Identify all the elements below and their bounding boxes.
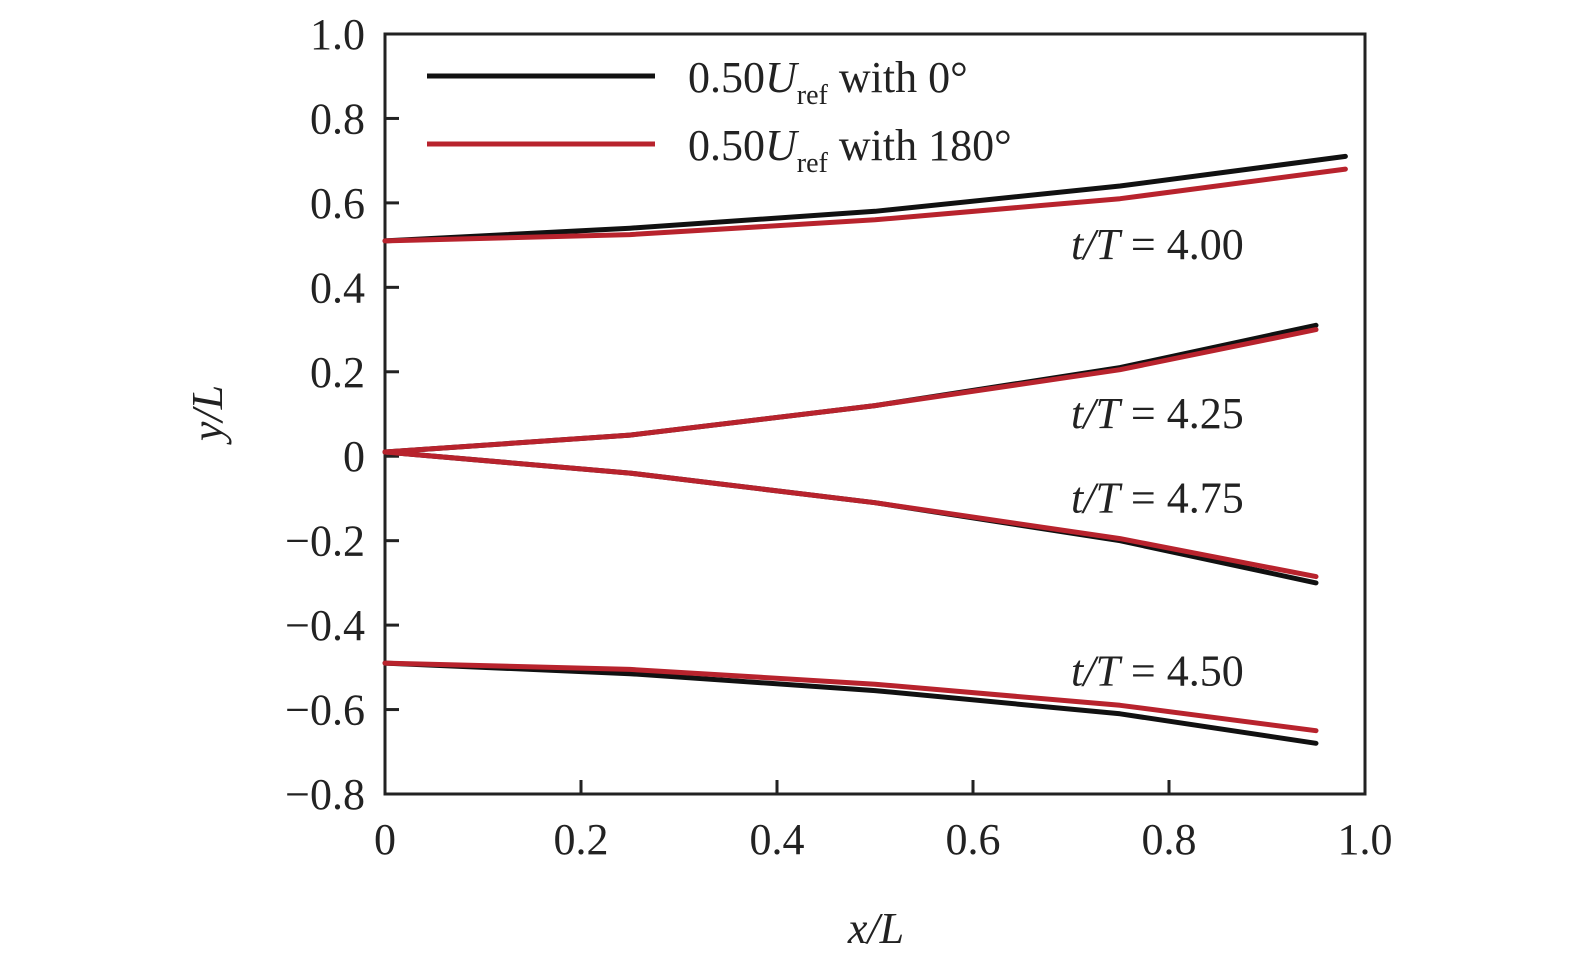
x-axis-title: x/L (847, 904, 904, 953)
x-tick-label: 1.0 (1338, 815, 1393, 864)
y-tick-label: 0.8 (310, 94, 365, 143)
x-tick-label: 0.8 (1142, 815, 1197, 864)
x-tick-label: 0.6 (946, 815, 1001, 864)
series-layer (382, 153, 1348, 746)
y-tick-label: 0.2 (310, 348, 365, 397)
axis-ticks: 0 0.2 0.4 0.6 0.8 1.0 −0.8 −0.6 −0.4 −0.2 0 0.2 0.4 0… (285, 10, 1392, 864)
y-tick-label: −0.8 (285, 770, 365, 819)
x-tick-label: 0 (374, 815, 396, 864)
x-tick-label: 0.2 (554, 815, 609, 864)
legend-label: 0.50Uref with 0° (688, 53, 968, 111)
legend-label: 0.50Uref with 180° (688, 121, 1012, 179)
y-tick-label: −0.2 (285, 517, 365, 566)
y-tick-label: 0 (343, 432, 365, 481)
series-line-red (382, 327, 1319, 455)
series-line-red (382, 449, 1319, 580)
series-line-red (382, 166, 1348, 244)
curve-annotation: t/T = 4.50 (1071, 647, 1244, 696)
y-tick-label: −0.6 (285, 686, 365, 735)
x-tick-label: 0.4 (750, 815, 805, 864)
series-line-red (382, 660, 1319, 734)
y-tick-label: 0.4 (310, 263, 365, 312)
y-axis-title: y/L (183, 385, 232, 445)
curve-annotation: t/T = 4.75 (1071, 473, 1244, 522)
annotations: t/T = 4.00 t/T = 4.25 t/T = 4.75 t/T = 4.50 (1071, 220, 1244, 695)
y-tick-label: 0.6 (310, 179, 365, 228)
y-tick-label: −0.4 (285, 601, 365, 650)
y-tick-label: 1.0 (310, 10, 365, 59)
curve-annotation: t/T = 4.25 (1071, 389, 1244, 438)
plot-border (383, 32, 1367, 796)
legend: 0.50Uref with 0° 0.50Uref with 180° (427, 53, 1012, 179)
series-line-black (382, 660, 1319, 746)
curve-annotation: t/T = 4.00 (1071, 220, 1244, 269)
series-line-black (382, 153, 1348, 244)
plot-frame (383, 32, 1367, 796)
